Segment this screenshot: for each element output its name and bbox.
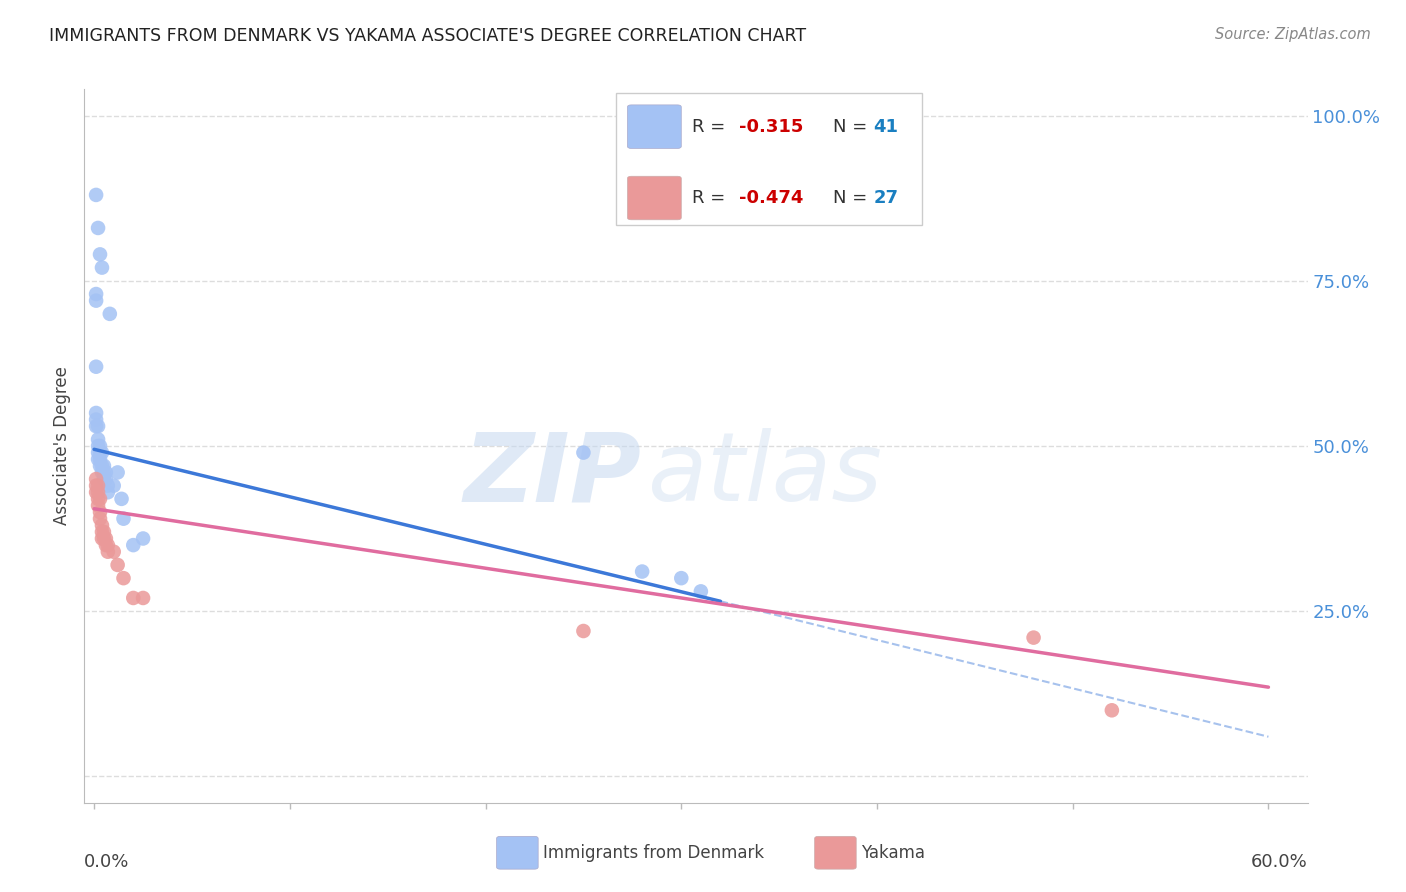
Point: [87, 452, 110, 467]
Point: [671, 571, 693, 585]
Point: [84, 188, 107, 202]
Text: Source: ZipAtlas.com: Source: ZipAtlas.com: [1215, 27, 1371, 42]
Point: [112, 511, 135, 525]
Point: [91, 260, 114, 275]
Text: Yakama: Yakama: [860, 844, 925, 862]
Text: -0.474: -0.474: [738, 189, 803, 207]
Point: [631, 565, 654, 579]
Point: [93, 532, 115, 546]
Point: [91, 518, 114, 533]
Point: [89, 247, 111, 261]
Point: [84, 412, 107, 426]
Point: [97, 538, 120, 552]
Point: [87, 491, 110, 506]
Point: [1022, 631, 1045, 645]
Point: [87, 439, 110, 453]
Point: [93, 472, 115, 486]
Point: [132, 532, 155, 546]
Point: [107, 558, 129, 572]
Point: [1101, 703, 1123, 717]
Point: [89, 491, 111, 506]
Text: atlas: atlas: [647, 428, 882, 521]
Point: [87, 221, 110, 235]
FancyBboxPatch shape: [627, 105, 682, 148]
FancyBboxPatch shape: [814, 837, 856, 869]
Point: [91, 524, 114, 539]
FancyBboxPatch shape: [496, 837, 538, 869]
Point: [122, 591, 145, 605]
Text: Immigrants from Denmark: Immigrants from Denmark: [543, 844, 765, 862]
Point: [689, 584, 711, 599]
Point: [87, 478, 110, 492]
Point: [94, 472, 117, 486]
Point: [87, 499, 110, 513]
Point: [89, 439, 111, 453]
Text: IMMIGRANTS FROM DENMARK VS YAKAMA ASSOCIATE'S DEGREE CORRELATION CHART: IMMIGRANTS FROM DENMARK VS YAKAMA ASSOCI…: [49, 27, 806, 45]
Text: 27: 27: [873, 189, 898, 207]
Point: [87, 485, 110, 500]
Point: [97, 545, 120, 559]
FancyBboxPatch shape: [616, 93, 922, 225]
Text: R =: R =: [692, 189, 731, 207]
Text: N =: N =: [832, 189, 873, 207]
Point: [94, 538, 117, 552]
Point: [84, 485, 107, 500]
Point: [84, 287, 107, 301]
Point: [84, 472, 107, 486]
Point: [91, 532, 114, 546]
Point: [103, 545, 125, 559]
Y-axis label: Associate's Degree: Associate's Degree: [53, 367, 72, 525]
Point: [89, 505, 111, 519]
Point: [112, 571, 135, 585]
Point: [84, 293, 107, 308]
Text: -0.315: -0.315: [738, 118, 803, 136]
Point: [93, 458, 115, 473]
Point: [98, 307, 121, 321]
Point: [87, 419, 110, 434]
Point: [89, 458, 111, 473]
Point: [87, 433, 110, 447]
Point: [107, 466, 129, 480]
Point: [91, 466, 114, 480]
Point: [93, 466, 115, 480]
Point: [84, 419, 107, 434]
Text: 0.0%: 0.0%: [84, 853, 129, 871]
Text: R =: R =: [692, 118, 731, 136]
Text: 41: 41: [873, 118, 898, 136]
Point: [110, 491, 132, 506]
Point: [91, 458, 114, 473]
Point: [89, 445, 111, 459]
Point: [84, 359, 107, 374]
Point: [103, 478, 125, 492]
Point: [572, 624, 595, 638]
Point: [97, 478, 120, 492]
Point: [91, 445, 114, 459]
Point: [94, 466, 117, 480]
Point: [93, 524, 115, 539]
Point: [572, 445, 595, 459]
Point: [84, 478, 107, 492]
Point: [89, 452, 111, 467]
Point: [84, 406, 107, 420]
Text: N =: N =: [832, 118, 873, 136]
Point: [122, 538, 145, 552]
Point: [94, 532, 117, 546]
Point: [89, 511, 111, 525]
Point: [87, 445, 110, 459]
Text: ZIP: ZIP: [463, 428, 641, 521]
FancyBboxPatch shape: [627, 177, 682, 219]
Point: [97, 485, 120, 500]
Point: [132, 591, 155, 605]
Text: 60.0%: 60.0%: [1251, 853, 1308, 871]
